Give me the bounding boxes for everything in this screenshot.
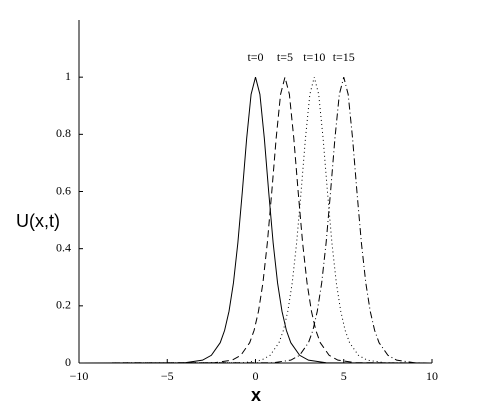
series-label: t=0 — [247, 50, 263, 64]
x-tick-label: 10 — [426, 369, 438, 383]
series-line — [78, 77, 433, 364]
series-label: t=15 — [333, 50, 355, 64]
y-tick-label: 0.6 — [56, 183, 71, 197]
x-tick-label: 0 — [253, 369, 259, 383]
y-tick-label: 1 — [65, 69, 71, 83]
y-tick-label: 0.2 — [56, 298, 71, 312]
series-line — [78, 77, 433, 364]
x-tick-label: −10 — [70, 369, 89, 383]
series-label: t=10 — [303, 50, 325, 64]
x-tick-label: −5 — [161, 369, 174, 383]
x-tick-label: 5 — [341, 369, 347, 383]
y-tick-label: 0.8 — [56, 126, 71, 140]
series-line — [78, 77, 433, 364]
x-axis-label: x — [251, 385, 261, 405]
y-tick-label: 0 — [65, 355, 71, 369]
y-tick-label: 0.4 — [56, 240, 71, 254]
series-label: t=5 — [277, 50, 293, 64]
y-axis-label: U(x,t) — [16, 211, 60, 231]
series-line — [78, 77, 433, 364]
